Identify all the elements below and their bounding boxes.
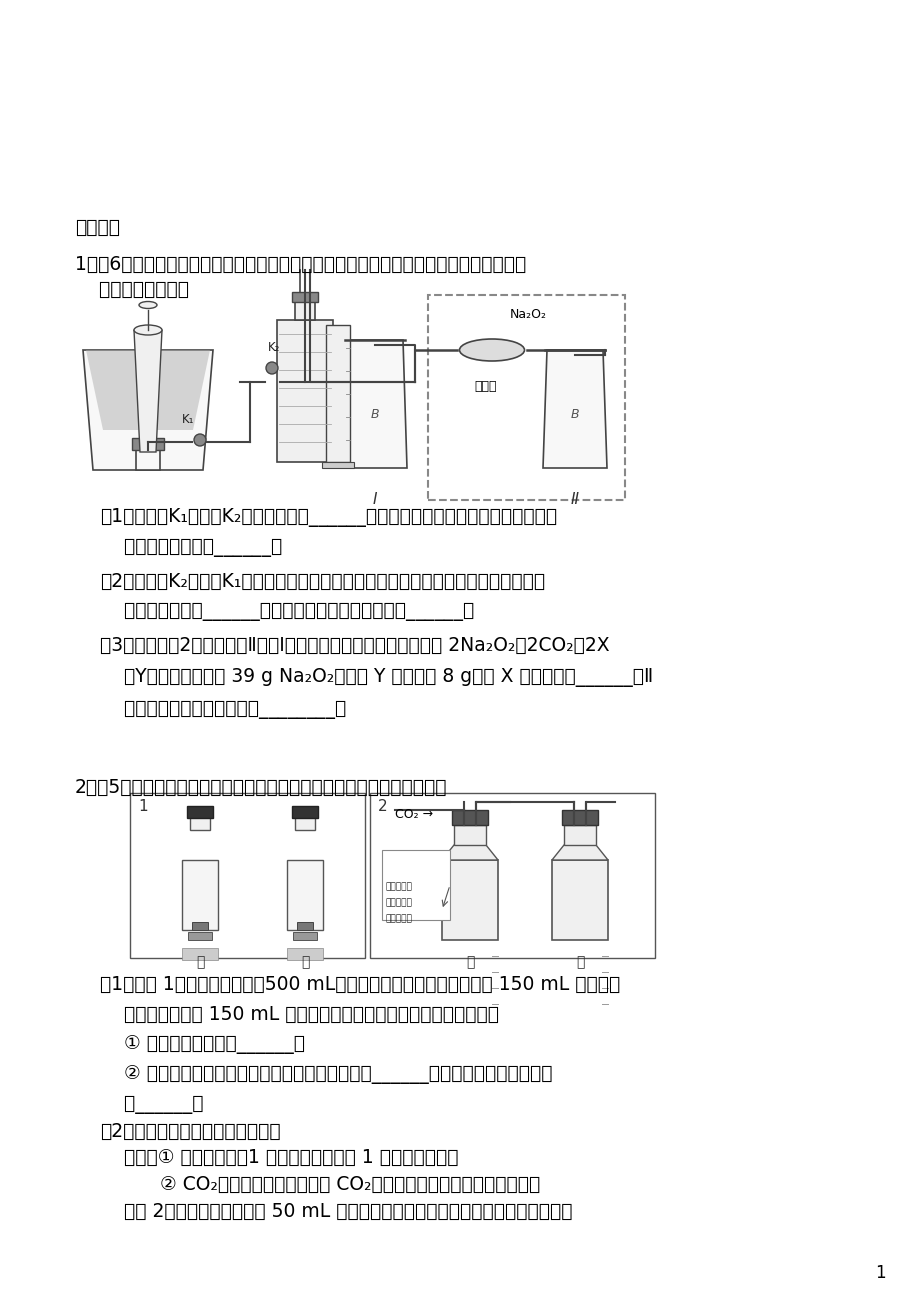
Bar (291, 292, 318, 302)
Text: CO₂ →: CO₂ → (394, 809, 433, 822)
Bar (291, 806, 318, 818)
Text: 甲: 甲 (465, 954, 473, 969)
Polygon shape (134, 329, 162, 452)
Text: 该装置可以: 该装置可以 (386, 914, 413, 923)
Text: 1: 1 (874, 1264, 884, 1282)
Bar (287, 948, 323, 960)
Text: 液充分接触: 液充分接触 (386, 881, 413, 891)
Ellipse shape (134, 326, 162, 335)
Bar (441, 861, 497, 940)
Polygon shape (85, 350, 210, 430)
Text: 如图 2，甲、乙中分别装有 50 mL 氢氧化钠溶液和澄清石灰水，向装置中缓慢通入: 如图 2，甲、乙中分别装有 50 mL 氢氧化钠溶液和澄清石灰水，向装置中缓慢通… (100, 1202, 572, 1221)
Bar (187, 806, 213, 818)
Text: 于探究物质性质。: 于探究物质性质。 (75, 280, 188, 299)
Bar (369, 793, 654, 958)
Bar (295, 302, 314, 320)
Bar (130, 793, 365, 958)
Ellipse shape (139, 302, 157, 309)
Text: I: I (372, 492, 377, 506)
Text: ② 由乙中出现的现象得出二氧化碳具有的性质有______；发生反应的化学方程式: ② 由乙中出现的现象得出二氧化碳具有的性质有______；发生反应的化学方程式 (100, 1065, 552, 1085)
Bar (190, 812, 210, 829)
Bar (136, 440, 160, 470)
Text: 使气体与溶: 使气体与溶 (386, 898, 413, 907)
Text: 实验题：: 实验题： (75, 217, 119, 237)
Bar (292, 932, 317, 940)
Bar (182, 861, 218, 930)
Text: 乙: 乙 (575, 954, 584, 969)
Text: （2）当打开K₂、关闭K₁时，可制得二氧化碳并验证其性质。实验室制取二氧化碳反应: （2）当打开K₂、关闭K₁时，可制得二氧化碳并验证其性质。实验室制取二氧化碳反应 (100, 572, 545, 591)
Bar (551, 861, 607, 940)
Bar (322, 462, 354, 467)
Bar (277, 320, 333, 462)
Bar (192, 922, 208, 930)
Text: 2．（5分）某实验小组同学为探究二氧化碳的性质，做了如下几个实验。: 2．（5分）某实验小组同学为探究二氧化碳的性质，做了如下几个实验。 (75, 779, 447, 797)
Bar (295, 812, 314, 829)
Bar (131, 437, 164, 450)
Text: 1．（6分）某课外小组设计了如下图所示的实验装置，该装置既可用于制取气体，又可用: 1．（6分）某课外小组设计了如下图所示的实验装置，该装置既可用于制取气体，又可用 (75, 255, 526, 273)
Text: 其中量筒的作用是______。: 其中量筒的作用是______。 (100, 538, 282, 557)
Bar (187, 932, 211, 940)
Text: K₂: K₂ (267, 341, 280, 354)
Bar (562, 810, 597, 825)
Polygon shape (542, 350, 607, 467)
Text: 1: 1 (138, 799, 147, 814)
Text: 2: 2 (378, 799, 387, 814)
Text: （3）在实验（2）中，若用Ⅱ代替Ⅰ，干燥管内反应的化学方程式是 2Na₂O₂＋2CO₂＝2X: （3）在实验（2）中，若用Ⅱ代替Ⅰ，干燥管内反应的化学方程式是 2Na₂O₂＋2… (100, 635, 609, 655)
Bar (287, 861, 323, 930)
Text: B: B (570, 409, 579, 422)
Bar (381, 850, 449, 921)
Bar (451, 810, 487, 825)
Text: 乙: 乙 (301, 954, 309, 969)
Text: K₁: K₁ (182, 413, 194, 426)
Circle shape (266, 362, 278, 374)
Polygon shape (441, 845, 497, 861)
Text: 资料：① 通常状况下，1 体积的水约能溶解 1 体积二氧化碳。: 资料：① 通常状况下，1 体积的水约能溶解 1 体积二氧化碳。 (100, 1148, 458, 1167)
Text: 中烧杯内可观察到的现象是________。: 中烧杯内可观察到的现象是________。 (100, 700, 346, 719)
Circle shape (194, 434, 206, 447)
Text: Na₂O₂: Na₂O₂ (509, 309, 547, 322)
Text: 甲: 甲 (196, 954, 204, 969)
Polygon shape (83, 350, 213, 470)
Bar (325, 326, 349, 462)
Bar (182, 948, 218, 960)
Text: 干燥管: 干燥管 (473, 380, 496, 393)
Text: ＋Y，反应中若消耗 39 g Na₂O₂，生成 Y 的质量是 8 g，则 X 的化学式是______，Ⅱ: ＋Y，反应中若消耗 39 g Na₂O₂，生成 Y 的质量是 8 g，则 X 的… (100, 668, 652, 687)
Text: ① 甲中出现的现象有______。: ① 甲中出现的现象有______。 (100, 1035, 305, 1055)
Polygon shape (343, 340, 406, 467)
Text: 为______。: 为______。 (100, 1095, 203, 1115)
Text: II: II (570, 492, 579, 506)
Text: B: B (370, 409, 379, 422)
Bar (297, 922, 312, 930)
Bar (563, 825, 596, 845)
Text: （2）探究二氧化碳与氢氧化钠反应: （2）探究二氧化碳与氢氧化钠反应 (100, 1122, 280, 1141)
Bar (453, 825, 485, 845)
Polygon shape (551, 845, 607, 861)
Text: （1）如图 1，收集两塑料瓶（500 mL）二氧化碳气体，向甲瓶中加入 150 mL 澄清石灰: （1）如图 1，收集两塑料瓶（500 mL）二氧化碳气体，向甲瓶中加入 150 … (100, 975, 619, 993)
Text: ② CO₂能与氢氧化钠反应，将 CO₂通入氢氧化钠溶液中无明显现象。: ② CO₂能与氢氧化钠反应，将 CO₂通入氢氧化钠溶液中无明显现象。 (100, 1174, 539, 1194)
Ellipse shape (459, 339, 524, 361)
Text: （1）当打开K₁、关闭K₂时，可完成用______（写反应物的名称）制取氧气的实验，: （1）当打开K₁、关闭K₂时，可完成用______（写反应物的名称）制取氧气的实… (100, 508, 557, 527)
Text: 水、乙瓶中加入 150 mL 滴有紫色石蕊溶液的水，盖紧瓶盖，振荡。: 水、乙瓶中加入 150 mL 滴有紫色石蕊溶液的水，盖紧瓶盖，振荡。 (100, 1005, 498, 1023)
Text: 的化学方程式是______；可验证的二氧化碳的性质是______。: 的化学方程式是______；可验证的二氧化碳的性质是______。 (100, 602, 473, 621)
Bar (427, 296, 624, 500)
